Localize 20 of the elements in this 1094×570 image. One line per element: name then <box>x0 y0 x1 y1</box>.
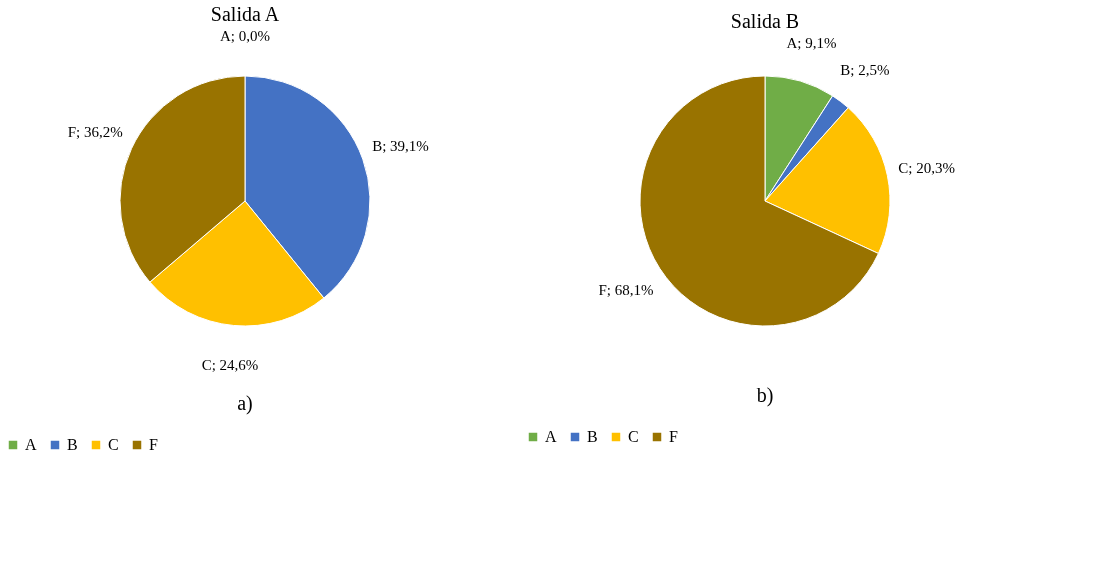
chart-title: Salida B <box>730 9 800 32</box>
text: b) <box>756 384 774 407</box>
data-label: A; 9,1% <box>786 34 837 51</box>
text: A; 0,0% <box>220 28 270 44</box>
data-label: B; 39,1% <box>372 137 429 154</box>
legend-label: A <box>545 428 557 445</box>
data-label: C; 24,6% <box>201 357 259 374</box>
data-label: F; 68,1% <box>598 281 654 298</box>
legend-label: F <box>149 436 158 453</box>
legend-label: C <box>628 428 639 445</box>
chart-title: Salida A <box>210 3 280 25</box>
data-label: C; 20,3% <box>898 159 955 176</box>
data-label: B; 2,5% <box>840 61 890 78</box>
legend-label: B <box>67 436 78 453</box>
text: a) <box>237 392 253 415</box>
legend-label: B <box>587 428 598 445</box>
legend-label: F <box>669 428 678 445</box>
legend-label: A <box>25 436 37 453</box>
data-label: F; 36,2% <box>67 123 123 140</box>
legend-label: C <box>108 436 119 453</box>
